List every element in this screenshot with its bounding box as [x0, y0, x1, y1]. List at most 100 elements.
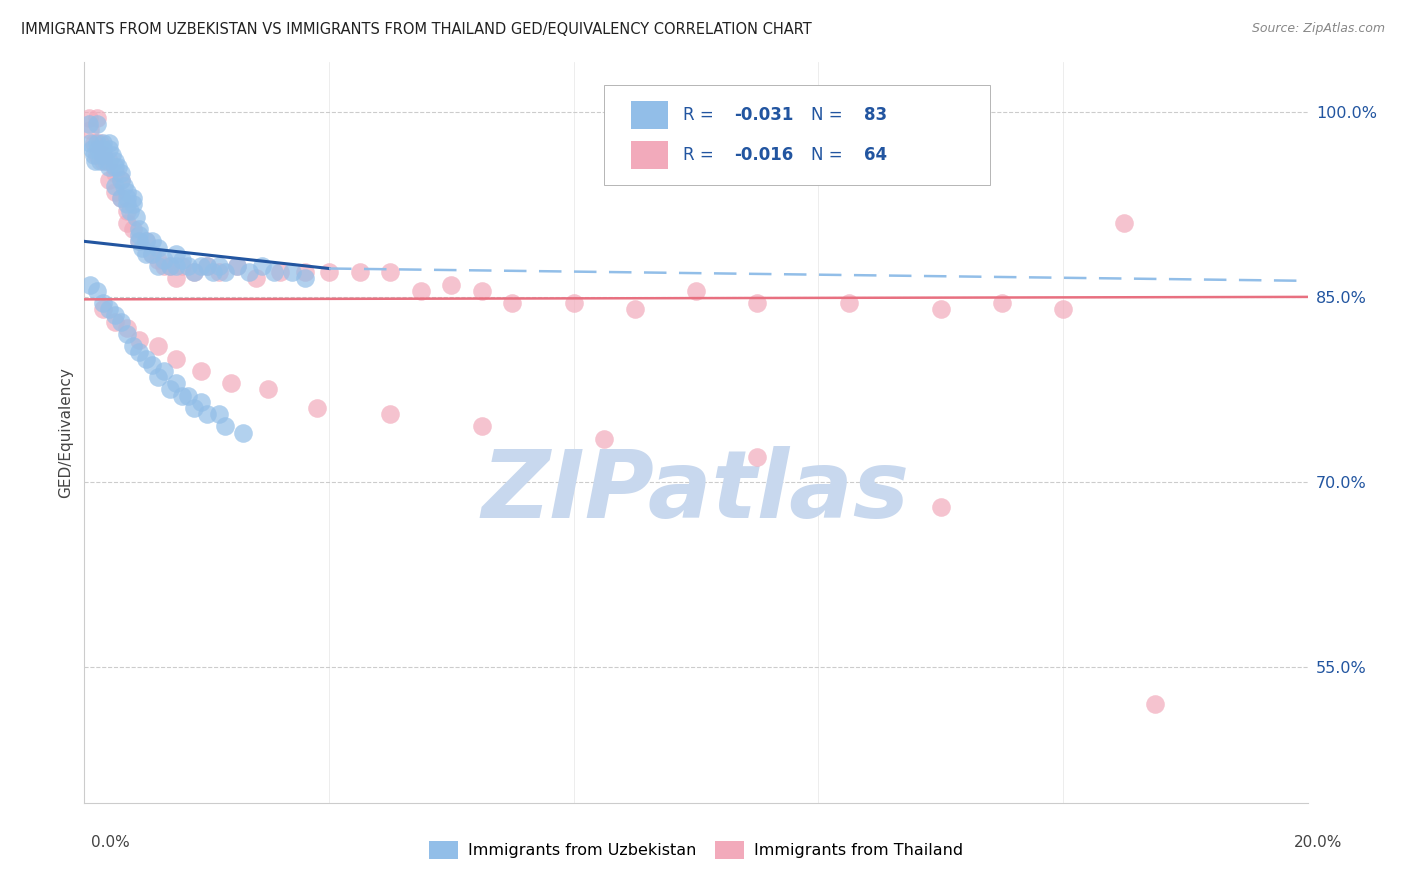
Point: [263, 265, 285, 279]
Point: [146, 252, 169, 267]
Point: [226, 259, 249, 273]
Point: [172, 389, 194, 403]
Point: [214, 265, 236, 279]
Point: [122, 197, 145, 211]
Text: 83: 83: [863, 105, 887, 124]
Point: [86, 148, 108, 162]
Text: 0.0%: 0.0%: [91, 836, 131, 850]
Point: [84, 154, 107, 169]
Point: [471, 419, 494, 434]
Point: [97, 154, 120, 169]
Point: [562, 296, 585, 310]
Point: [159, 259, 181, 273]
Point: [79, 136, 101, 150]
Point: [135, 246, 157, 260]
Point: [115, 203, 138, 218]
Point: [305, 401, 328, 415]
Point: [141, 235, 163, 249]
Point: [195, 259, 218, 273]
Point: [214, 419, 236, 434]
Point: [183, 265, 205, 279]
Point: [128, 345, 150, 359]
Point: [104, 309, 127, 323]
Point: [195, 407, 218, 421]
Point: [91, 148, 114, 162]
Y-axis label: GED/Equivalency: GED/Equivalency: [58, 368, 73, 498]
Point: [104, 167, 127, 181]
Point: [183, 265, 205, 279]
Point: [165, 246, 187, 260]
Point: [104, 178, 127, 193]
Point: [115, 320, 138, 334]
Point: [219, 376, 242, 391]
Point: [146, 370, 169, 384]
Point: [250, 259, 273, 273]
Point: [281, 265, 304, 279]
Point: [208, 259, 231, 273]
Point: [110, 315, 132, 329]
Point: [232, 425, 254, 440]
Point: [86, 136, 108, 150]
Text: R =: R =: [682, 145, 718, 163]
Point: [257, 383, 280, 397]
Bar: [631, 101, 668, 128]
Point: [91, 148, 114, 162]
Point: [1052, 302, 1074, 317]
Point: [838, 296, 860, 310]
Point: [190, 394, 212, 409]
Point: [122, 339, 145, 353]
Point: [82, 142, 104, 156]
Point: [929, 500, 952, 514]
Point: [91, 142, 114, 156]
Point: [125, 210, 148, 224]
Point: [172, 259, 194, 273]
Point: [122, 222, 145, 236]
Point: [172, 252, 194, 267]
Point: [177, 389, 200, 403]
Point: [115, 197, 138, 211]
Point: [318, 265, 340, 279]
Point: [112, 178, 135, 193]
Point: [110, 191, 132, 205]
Point: [201, 265, 224, 279]
Point: [135, 235, 157, 249]
Point: [624, 302, 647, 317]
Point: [104, 185, 127, 199]
Point: [79, 123, 101, 137]
Point: [104, 154, 127, 169]
Point: [195, 259, 218, 273]
Point: [115, 216, 138, 230]
Point: [747, 450, 769, 465]
Point: [128, 222, 150, 236]
Point: [97, 302, 120, 317]
Point: [177, 259, 200, 273]
Point: [104, 161, 127, 175]
Point: [183, 401, 205, 415]
Point: [115, 185, 138, 199]
Point: [226, 259, 249, 273]
Point: [97, 161, 120, 175]
Point: [128, 333, 150, 347]
Point: [1114, 216, 1136, 230]
Point: [110, 172, 132, 186]
Point: [135, 351, 157, 366]
Point: [128, 228, 150, 243]
Point: [104, 315, 127, 329]
Point: [502, 296, 524, 310]
Point: [122, 191, 145, 205]
Point: [294, 265, 316, 279]
Point: [115, 326, 138, 341]
Point: [110, 167, 132, 181]
Point: [159, 259, 181, 273]
Point: [294, 271, 316, 285]
Point: [89, 136, 111, 150]
Point: [929, 302, 952, 317]
Point: [91, 154, 114, 169]
Point: [86, 111, 108, 125]
Text: 20.0%: 20.0%: [1295, 836, 1343, 850]
Point: [991, 296, 1014, 310]
Text: -0.016: -0.016: [734, 145, 793, 163]
Point: [471, 284, 494, 298]
Point: [409, 284, 432, 298]
Point: [131, 240, 153, 255]
